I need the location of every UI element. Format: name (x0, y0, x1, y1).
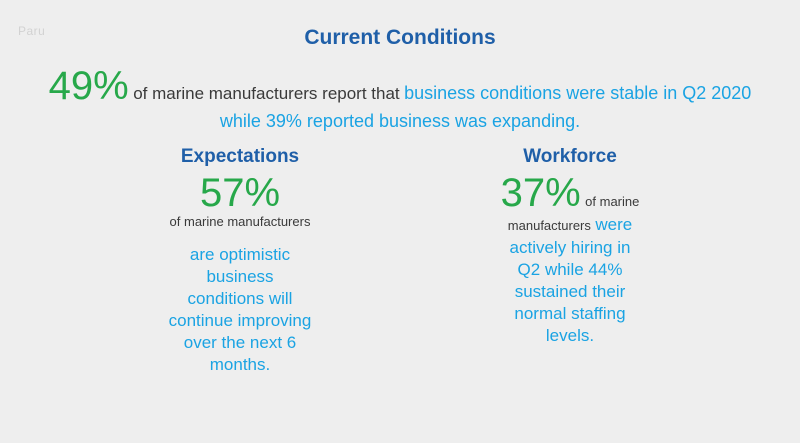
headline-percent: 49% (48, 64, 129, 108)
workforce-section: Workforce 37% of marine manufacturers we… (430, 146, 710, 347)
workforce-line: normal staffing (514, 304, 626, 323)
headline-blue-text-1: business conditions were stable in Q2 20… (404, 83, 752, 103)
expectations-subtext: of marine manufacturers (169, 214, 311, 229)
expectations-title: Expectations (180, 146, 300, 167)
workforce-line: actively hiring in (509, 238, 631, 257)
headline-statement: 49% of marine manufacturers report that … (0, 66, 800, 134)
expectations-line: over the next 6 (183, 333, 297, 352)
workforce-title: Workforce (523, 146, 617, 167)
headline-dark-text: of marine manufacturers report that (133, 84, 400, 103)
workforce-subtext-2: manufacturers (507, 218, 591, 233)
workforce-percent: 37% (500, 171, 581, 215)
expectations-line: continue improving (168, 311, 312, 330)
expectations-section: Expectations 57% of marine manufacturers… (100, 146, 380, 376)
workforce-line: Q2 while 44% (517, 260, 623, 279)
expectations-description: are optimistic business conditions will … (140, 244, 340, 376)
workforce-line: were (595, 215, 633, 234)
watermark-logo: Paru (18, 24, 46, 38)
expectations-line: months. (209, 355, 271, 374)
slide-title: Current Conditions (304, 26, 496, 49)
expectations-line: are optimistic (189, 245, 291, 264)
workforce-description: 37% of marine manufacturers were activel… (470, 172, 670, 347)
workforce-line: levels. (545, 326, 595, 345)
expectations-line: business (206, 267, 274, 286)
headline-blue-text-2: while 39% reported business was expandin… (219, 111, 581, 131)
expectations-percent: 57% (199, 171, 281, 215)
expectations-line: conditions will (187, 289, 293, 308)
workforce-line: sustained their (514, 282, 626, 301)
workforce-subtext-1: of marine (585, 194, 640, 209)
